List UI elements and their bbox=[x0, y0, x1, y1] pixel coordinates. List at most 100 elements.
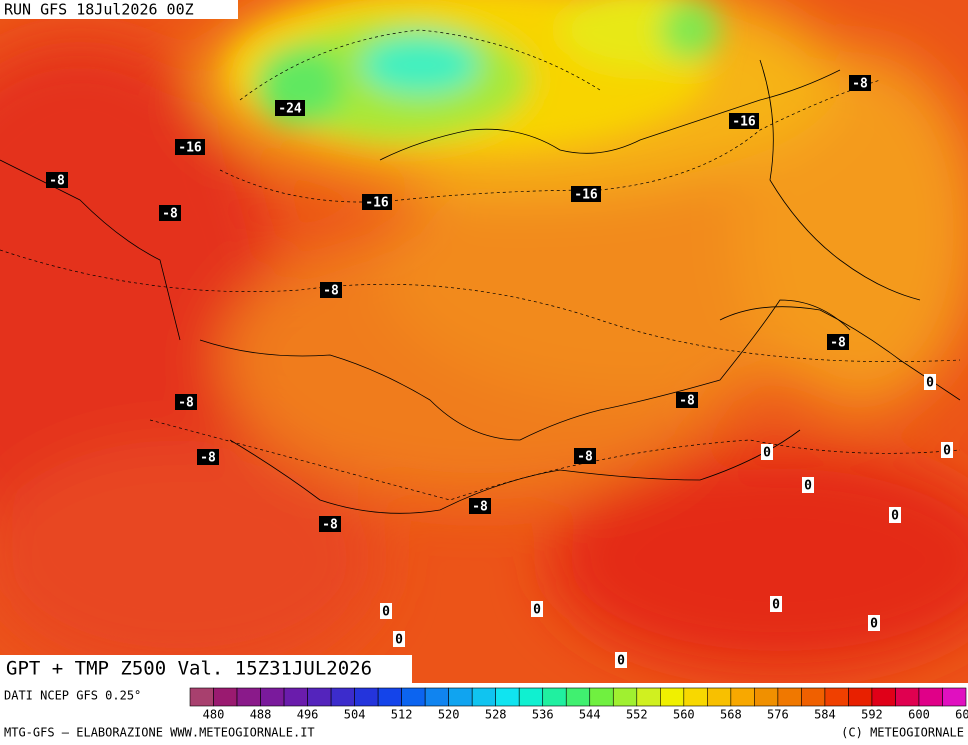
colorbar-tick-label: 576 bbox=[767, 708, 789, 722]
colorbar-tick-label: 488 bbox=[250, 708, 272, 722]
color-swatch bbox=[542, 687, 567, 707]
color-swatch bbox=[871, 687, 896, 707]
color-swatch bbox=[471, 687, 496, 707]
contour-label: -8 bbox=[852, 77, 868, 92]
colorbar-tick-label: 504 bbox=[344, 708, 366, 722]
label-box bbox=[46, 172, 68, 188]
colorbar-tick-label: 592 bbox=[861, 708, 883, 722]
contour-label: 0 bbox=[382, 605, 390, 620]
color-swatch bbox=[424, 687, 449, 707]
contour-label: -8 bbox=[577, 450, 593, 465]
colorbar-tick-label: 560 bbox=[673, 708, 695, 722]
color-swatch bbox=[260, 687, 285, 707]
contour-label: -8 bbox=[830, 336, 846, 351]
credits-right: (C) METEOGIORNALE bbox=[841, 726, 964, 740]
color-swatch bbox=[895, 687, 920, 707]
color-swatch bbox=[730, 687, 755, 707]
map-title: GPT + TMP Z500 Val. 15Z31JUL2026 bbox=[6, 658, 372, 680]
contour-label: -16 bbox=[574, 188, 598, 203]
label-box bbox=[770, 596, 782, 612]
color-swatch bbox=[565, 687, 591, 707]
contour-label: -8 bbox=[178, 396, 194, 411]
label-box bbox=[197, 449, 219, 465]
credits-left: MTG-GFS — ELABORAZIONE WWW.METEOGIORNALE… bbox=[4, 726, 315, 740]
color-swatch bbox=[354, 687, 379, 707]
contour-label: -8 bbox=[49, 174, 65, 189]
label-box bbox=[175, 394, 197, 410]
label-box bbox=[802, 477, 814, 493]
contour-label: 0 bbox=[891, 509, 899, 524]
colorbar-tick-label: 584 bbox=[814, 708, 836, 722]
colorbar-tick-label: 512 bbox=[391, 708, 413, 722]
color-swatch bbox=[330, 687, 355, 707]
color-swatch bbox=[754, 687, 779, 707]
contour-label: 0 bbox=[926, 376, 934, 391]
label-box bbox=[574, 448, 596, 464]
contour-label: -24 bbox=[278, 102, 302, 117]
data-source: DATI NCEP GFS 0.25° bbox=[4, 689, 141, 703]
contour-label: -16 bbox=[732, 115, 756, 130]
colorbar: 480 488 496 504 512 520 528 536 544 552 560 568 576 5… bbox=[189, 687, 968, 722]
contour-label: 0 bbox=[943, 444, 951, 459]
color-swatch bbox=[307, 687, 332, 707]
label-box bbox=[320, 282, 342, 298]
colorbar-tick-label: 568 bbox=[720, 708, 742, 722]
color-swatch bbox=[495, 687, 520, 707]
color-swatch bbox=[660, 687, 685, 707]
contour-label: 0 bbox=[763, 446, 771, 461]
map-field bbox=[0, 0, 968, 683]
title-box bbox=[0, 655, 412, 683]
contour-label: -8 bbox=[162, 207, 178, 222]
contour-label: -16 bbox=[365, 196, 389, 211]
contour-labels: -24-16-8-8-16-16-16-8-8-8-8 -8-8 -8-8-8000… bbox=[46, 75, 953, 669]
color-swatch bbox=[236, 687, 261, 707]
label-box bbox=[380, 603, 392, 619]
colorbar-tick-label: 520 bbox=[438, 708, 460, 722]
color-swatch bbox=[801, 687, 826, 707]
color-swatch bbox=[777, 687, 802, 707]
label-box bbox=[159, 205, 181, 221]
label-box bbox=[729, 113, 759, 129]
label-box bbox=[469, 498, 491, 514]
color-swatch bbox=[448, 687, 473, 707]
colorbar-tick-label: 600 bbox=[908, 708, 930, 722]
colorbar-tick-label: 528 bbox=[485, 708, 507, 722]
contour-label: -8 bbox=[323, 284, 339, 299]
label-box bbox=[319, 516, 341, 532]
contour-label: 0 bbox=[772, 598, 780, 613]
label-box bbox=[889, 507, 901, 523]
color-swatch bbox=[918, 687, 943, 707]
colorbar-tick-label: 544 bbox=[579, 708, 601, 722]
color-swatch bbox=[612, 687, 638, 707]
color-swatch bbox=[942, 687, 967, 707]
label-box bbox=[615, 652, 627, 668]
label-box bbox=[941, 442, 953, 458]
label-box bbox=[175, 139, 205, 155]
color-swatch bbox=[589, 687, 614, 707]
coastlines bbox=[0, 59, 961, 514]
colorbar-tick-label: 608 bbox=[955, 708, 968, 722]
color-swatch bbox=[848, 687, 873, 707]
color-swatch bbox=[518, 687, 544, 707]
run-label: RUN GFS 18Jul2026 00Z bbox=[4, 1, 194, 19]
label-box bbox=[868, 615, 880, 631]
label-box bbox=[827, 334, 849, 350]
contour-label: -8 bbox=[200, 451, 216, 466]
color-swatch bbox=[683, 687, 708, 707]
label-box bbox=[275, 100, 305, 116]
contour-label: -8 bbox=[679, 394, 695, 409]
color-swatch bbox=[636, 687, 661, 707]
colorbar-tick-label: 536 bbox=[532, 708, 554, 722]
contour-label: 0 bbox=[617, 654, 625, 669]
label-box bbox=[924, 374, 936, 390]
contour-label: 0 bbox=[395, 633, 403, 648]
label-box bbox=[761, 444, 773, 460]
label-box bbox=[571, 186, 601, 202]
contour-label: 0 bbox=[870, 617, 878, 632]
colorbar-tick-label: 480 bbox=[203, 708, 225, 722]
contour-label: 0 bbox=[804, 479, 812, 494]
contour-label: 0 bbox=[533, 603, 541, 618]
contour-label: -8 bbox=[472, 500, 488, 515]
label-box bbox=[362, 194, 392, 210]
